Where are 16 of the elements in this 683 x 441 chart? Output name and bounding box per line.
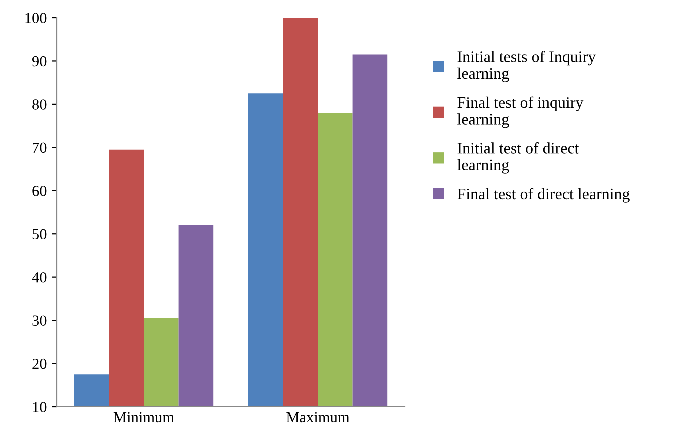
y-tick-label: 20	[32, 358, 47, 370]
legend-label: Initial test of direct learning	[458, 142, 580, 174]
y-tick-label: 100	[26, 13, 47, 24]
y-tick-label: 40	[32, 272, 47, 283]
y-tick-label: 90	[32, 56, 47, 67]
y-tick-label: 80	[32, 100, 47, 110]
legend-label: Final test of direct learning	[458, 188, 630, 203]
legend-label: Final test of inquiry learning	[458, 96, 584, 128]
y-tick-label: 70	[33, 142, 47, 154]
y-tick-label: 60	[32, 186, 47, 196]
x-tick-label: Maximum	[286, 412, 350, 423]
y-tick-label: 50	[32, 229, 47, 240]
y-tick-label: 30	[32, 316, 47, 326]
x-tick-label: Minimum	[114, 412, 174, 423]
y-tick-label: 10	[33, 402, 47, 412]
legend-label: Initial tests of Inquiry learning	[458, 50, 596, 82]
